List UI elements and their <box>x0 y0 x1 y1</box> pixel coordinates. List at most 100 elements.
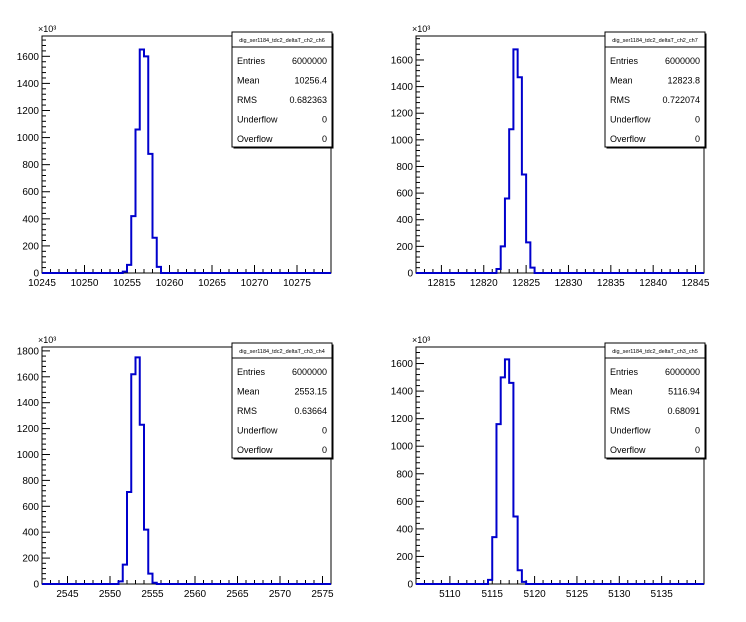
stats-value-rms: 0.63664 <box>294 406 327 416</box>
y-tick-label: 1000 <box>17 133 40 144</box>
stats-value-mean: 5116.94 <box>668 387 700 397</box>
x-tick-label: 12840 <box>639 278 667 289</box>
y-tick-label: 1200 <box>17 106 40 117</box>
x-axis: 5110 5115 5120 5125 5130 5135 <box>415 576 697 600</box>
x-tick-label: 10250 <box>71 278 99 289</box>
histogram-bin <box>505 359 509 584</box>
stats-key-underflow: Underflow <box>610 426 651 436</box>
histogram-bin <box>496 424 500 584</box>
stats-box: dig_ser1184_tdc2_deltaT_ch3_ch4 Entries 60… <box>231 342 334 460</box>
histogram-bin <box>136 357 140 584</box>
histogram-bin <box>526 242 530 273</box>
histogram-bin <box>148 574 152 584</box>
x-tick-label: 2555 <box>141 589 164 600</box>
y-tick-label: 800 <box>396 162 413 173</box>
y-tick-label: 200 <box>22 554 39 565</box>
stats-value-overflow: 0 <box>695 134 700 144</box>
x-tick-label: 5120 <box>523 589 546 600</box>
stats-key-rms: RMS <box>237 95 257 105</box>
stats-value-overflow: 0 <box>322 134 327 144</box>
x-tick-label: 12825 <box>512 278 540 289</box>
y-tick-label: 1600 <box>17 372 40 383</box>
y-tick-label: 400 <box>22 528 39 539</box>
y-tick-label: 1800 <box>17 346 40 357</box>
y-exponent-label: ×10³ <box>38 24 56 34</box>
histogram-bin <box>522 174 526 273</box>
y-tick-label: 800 <box>22 160 39 171</box>
x-tick-label: 2550 <box>99 589 122 600</box>
histogram-bin <box>119 581 123 584</box>
y-tick-label: 400 <box>396 215 413 226</box>
histogram-line <box>42 48 331 274</box>
stats-value-underflow: 0 <box>322 426 327 436</box>
x-tick-label: 10245 <box>28 278 56 289</box>
y-tick-label: 600 <box>22 502 39 513</box>
stats-value-entries: 6000000 <box>292 367 327 377</box>
stats-title: dig_ser1184_tdc2_deltaT_ch3_ch5 <box>612 349 698 355</box>
stats-box: dig_ser1184_tdc2_deltaT_ch3_ch5 Entries 60… <box>604 342 707 460</box>
stats-title: dig_ser1184_tdc2_deltaT_ch2_ch7 <box>612 38 698 44</box>
stats-box-frame <box>604 342 706 459</box>
stats-key-mean: Mean <box>610 76 633 86</box>
histogram-bin <box>157 267 161 273</box>
stats-box-frame <box>604 31 706 148</box>
histogram-bin <box>496 269 500 273</box>
histogram-bin <box>131 374 135 584</box>
y-tick-label: 1400 <box>17 79 40 90</box>
y-axis: 0 200 400 600 800 1000 1200 1400 1600 <box>391 346 424 591</box>
stats-value-mean: 10256.4 <box>294 76 327 86</box>
x-tick-label: 2560 <box>184 589 207 600</box>
histogram-bin <box>488 580 492 584</box>
x-tick-label: 2575 <box>311 589 334 600</box>
stats-value-overflow: 0 <box>322 445 327 455</box>
stats-key-entries: Entries <box>237 367 266 377</box>
x-tick-label: 2570 <box>269 589 292 600</box>
y-tick-label: 200 <box>396 552 413 563</box>
histogram-bin <box>123 272 127 273</box>
x-tick-label: 5130 <box>608 589 631 600</box>
histogram-bin <box>518 570 522 584</box>
stats-key-overflow: Overflow <box>237 134 273 144</box>
y-exponent-label: ×10³ <box>412 335 430 345</box>
stats-value-underflow: 0 <box>695 115 700 125</box>
x-tick-label: 12835 <box>597 278 625 289</box>
y-tick-label: 0 <box>33 580 39 591</box>
stats-title: dig_ser1184_tdc2_deltaT_ch2_ch6 <box>239 38 325 44</box>
stats-key-mean: Mean <box>237 387 260 397</box>
stats-key-overflow: Overflow <box>610 445 646 455</box>
stats-box-frame <box>231 31 333 148</box>
x-tick-label: 12830 <box>555 278 583 289</box>
histogram-bin <box>509 129 513 273</box>
stats-key-entries: Entries <box>610 367 639 377</box>
histogram-bin <box>136 129 140 273</box>
x-tick-label: 2545 <box>56 589 79 600</box>
histogram-bin <box>153 238 157 273</box>
stats-value-entries: 6000000 <box>665 56 700 66</box>
y-axis: 0 200 400 600 800 1000 1200 1400 1600 1800 <box>17 346 50 591</box>
y-tick-label: 0 <box>407 269 413 280</box>
y-tick-label: 600 <box>22 187 39 198</box>
stats-box: dig_ser1184_tdc2_deltaT_ch2_ch6 Entries 60… <box>231 31 334 149</box>
stats-key-rms: RMS <box>610 406 630 416</box>
histogram-bin <box>153 583 157 584</box>
stats-key-rms: RMS <box>237 406 257 416</box>
y-tick-label: 800 <box>396 469 413 480</box>
stats-value-underflow: 0 <box>322 115 327 125</box>
x-tick-label: 5125 <box>566 589 589 600</box>
y-tick-label: 1000 <box>391 442 414 453</box>
x-tick-label: 10275 <box>283 278 311 289</box>
x-tick-label: 12845 <box>682 278 710 289</box>
histogram-bin <box>492 537 496 584</box>
y-tick-label: 800 <box>22 476 39 487</box>
x-tick-label: 10255 <box>113 278 141 289</box>
y-axis: 0 200 400 600 800 1000 1200 1400 1600 <box>17 39 50 280</box>
histogram-pad-3: 0 200 400 600 800 1000 1200 1400 1600 1800×10³ 254… <box>17 335 334 600</box>
x-tick-label: 2565 <box>226 589 249 600</box>
y-tick-label: 1200 <box>391 414 414 425</box>
histogram-bin <box>148 154 152 273</box>
y-tick-label: 1400 <box>391 387 414 398</box>
histogram-bin <box>131 216 135 273</box>
stats-value-entries: 6000000 <box>292 56 327 66</box>
